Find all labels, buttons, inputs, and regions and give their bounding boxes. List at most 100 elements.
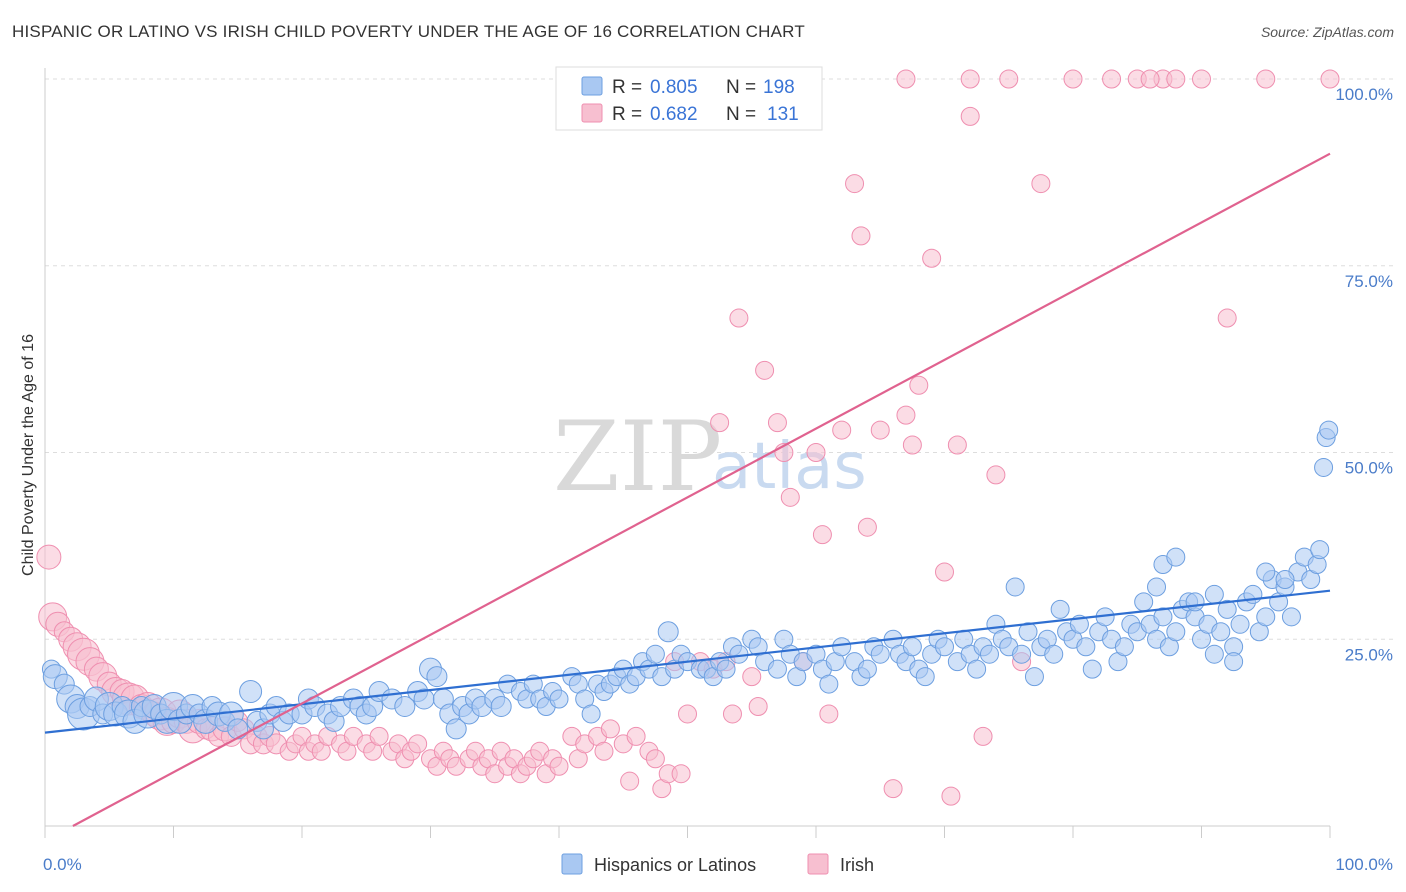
- hispanic-point: [1204, 644, 1224, 664]
- hispanic-point: [1230, 614, 1250, 634]
- irish-point: [748, 696, 768, 716]
- irish-point: [973, 726, 993, 746]
- hispanic-point: [1204, 584, 1224, 604]
- y-tick-label: 50.0%: [1345, 459, 1393, 478]
- irish-point: [870, 420, 890, 440]
- hispanic-point: [1319, 420, 1339, 440]
- hispanic-point: [1256, 607, 1276, 627]
- hispanic-point: [902, 637, 922, 657]
- irish-point: [857, 517, 877, 537]
- hispanic-point: [1281, 607, 1301, 627]
- irish-point: [671, 764, 691, 784]
- hispanic-point: [1314, 457, 1334, 477]
- legend-r-value: 0.682: [650, 104, 698, 125]
- irish-point: [896, 69, 916, 89]
- hispanic-point: [870, 644, 890, 664]
- irish-point: [819, 704, 839, 724]
- hispanic-point: [581, 704, 601, 724]
- hispanic-point: [445, 718, 467, 740]
- irish-point: [594, 741, 614, 761]
- bottom-legend: Hispanics or Latinos Irish: [561, 853, 874, 875]
- y-axis-title: Child Poverty Under the Age of 16: [20, 334, 37, 576]
- gridlines: [45, 78, 1395, 640]
- legend-r-label: R =: [612, 77, 642, 98]
- x-axis-ticks: [44, 826, 1331, 838]
- x-tick-labels: 0.0% 100.0%: [43, 855, 1393, 874]
- y-tick-labels: 25.0% 50.0% 75.0% 100.0%: [1335, 85, 1393, 664]
- irish-point: [832, 420, 852, 440]
- irish-point: [1063, 69, 1083, 89]
- hispanic-point: [832, 637, 852, 657]
- legend-box: R = 0.805 N = 198 R = 0.682 N = 131: [555, 66, 823, 131]
- irish-point: [645, 749, 665, 769]
- legend-n-value: 198: [763, 77, 795, 98]
- x-tick-label: 100.0%: [1335, 855, 1393, 874]
- hispanic-point: [767, 659, 787, 679]
- y-tick-label: 75.0%: [1345, 272, 1393, 291]
- chart-title: HISPANIC OR LATINO VS IRISH CHILD POVERT…: [12, 22, 805, 41]
- legend-swatch-blue: [581, 76, 603, 96]
- hispanic-point: [1224, 652, 1244, 672]
- irish-point: [626, 726, 646, 746]
- irish-point: [742, 667, 762, 687]
- irish-point: [909, 375, 929, 395]
- hispanic-point: [1256, 562, 1276, 582]
- hispanic-point: [716, 659, 736, 679]
- bottom-legend-swatch-pink: [807, 853, 829, 875]
- irish-point: [851, 226, 871, 246]
- irish-point: [620, 771, 640, 791]
- hispanic-point: [1134, 592, 1154, 612]
- hispanic-point: [426, 666, 448, 688]
- hispanic-point: [819, 674, 839, 694]
- hispanic-point: [1005, 577, 1025, 597]
- watermark-zip: ZIP: [553, 401, 722, 513]
- irish-point: [710, 413, 730, 433]
- irish-point: [755, 360, 775, 380]
- hispanic-point: [1147, 577, 1167, 597]
- y-tick-label: 25.0%: [1345, 645, 1393, 664]
- hispanic-point: [1275, 569, 1295, 589]
- legend-n-label: N =: [726, 104, 756, 125]
- legend-n-value: 131: [767, 104, 799, 125]
- bottom-legend-label: Hispanics or Latinos: [594, 855, 756, 875]
- hispanic-point: [1018, 622, 1038, 642]
- irish-point: [1102, 69, 1122, 89]
- hispanic-point: [935, 637, 954, 657]
- bottom-legend-label: Irish: [840, 855, 874, 875]
- irish-point: [922, 248, 942, 268]
- irish-point: [902, 435, 922, 455]
- irish-point: [729, 308, 749, 328]
- irish-point: [36, 544, 62, 570]
- irish-point: [1031, 174, 1051, 194]
- hispanic-point: [394, 695, 416, 717]
- irish-point: [1140, 69, 1160, 89]
- irish-point: [960, 69, 980, 89]
- trend-lines: [44, 152, 1331, 827]
- hispanic-point: [857, 659, 877, 679]
- irish-point: [600, 719, 620, 739]
- hispanic-point: [1185, 592, 1205, 612]
- hispanic-point: [1082, 659, 1102, 679]
- irish-point: [678, 704, 697, 724]
- irish-point: [1192, 69, 1211, 89]
- irish-point: [408, 734, 428, 754]
- legend-r-value: 0.805: [650, 77, 698, 98]
- hispanic-point: [1012, 644, 1032, 664]
- source-credit: Source: ZipAtlas.com: [1260, 24, 1394, 40]
- irish-point: [722, 704, 742, 724]
- hispanic-point: [1050, 599, 1070, 619]
- hispanic-point: [657, 621, 679, 643]
- hispanic-point: [239, 680, 263, 704]
- legend-swatch-pink: [581, 103, 603, 123]
- irish-point: [935, 562, 954, 582]
- hispanic-trend-line: [44, 589, 1331, 734]
- hispanic-point: [645, 644, 665, 664]
- hispanic-point: [1310, 540, 1330, 560]
- irish-point: [1217, 308, 1237, 328]
- irish-point: [1320, 69, 1340, 89]
- hispanic-point: [1211, 622, 1231, 642]
- legend-n-label: N =: [726, 77, 756, 98]
- hispanic-point: [1114, 637, 1134, 657]
- x-tick-label: 0.0%: [43, 855, 82, 874]
